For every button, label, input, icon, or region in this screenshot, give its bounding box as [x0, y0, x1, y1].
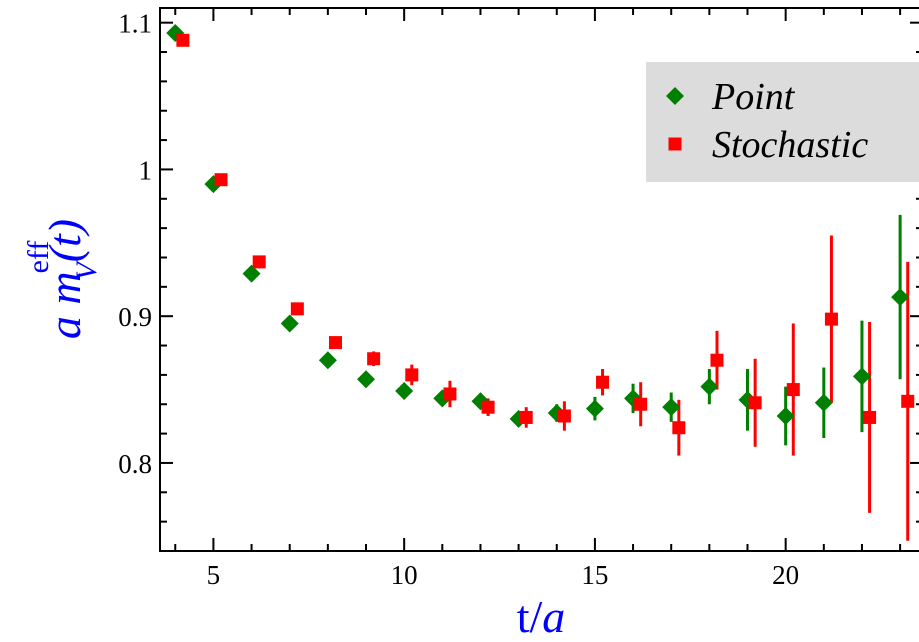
point-stochastic: [786, 383, 800, 397]
x-axis-title: t/a: [517, 591, 566, 642]
point-stochastic: [901, 394, 915, 408]
point-stochastic: [596, 375, 610, 389]
x-tick-label: 5: [207, 560, 221, 590]
point-point: [814, 393, 833, 412]
point-point: [242, 264, 261, 283]
x-tick-label: 15: [581, 560, 608, 590]
point-stochastic: [443, 387, 457, 401]
legend-label-point: Point: [711, 76, 796, 118]
point-point: [357, 370, 376, 389]
y-tick-label: 1.1: [118, 9, 152, 39]
x-tick-label: 20: [772, 560, 799, 590]
legend-label-stochastic: Stochastic: [712, 124, 868, 166]
point-point: [662, 398, 681, 417]
point-stochastic: [519, 410, 533, 424]
point-stochastic: [405, 368, 419, 382]
point-point: [585, 399, 604, 418]
point-stochastic: [481, 400, 495, 414]
point-point: [318, 351, 337, 370]
point-point: [700, 377, 719, 396]
plot-frame: [159, 7, 919, 552]
point-stochastic: [176, 33, 190, 47]
x-tick-label: 10: [391, 560, 418, 590]
point-stochastic: [252, 255, 266, 269]
point-point: [280, 314, 299, 333]
point-stochastic: [328, 336, 342, 350]
point-stochastic: [710, 353, 724, 367]
legend-marker-stochastic: [668, 137, 682, 151]
y-tick-label: 1: [139, 155, 153, 185]
point-stochastic: [214, 173, 228, 187]
point-point: [395, 382, 414, 401]
point-stochastic: [672, 421, 686, 435]
y-axis-title: a meff V(t): [22, 219, 103, 339]
point-point: [852, 367, 871, 386]
y-tick-label: 0.9: [118, 302, 152, 332]
point-stochastic: [748, 396, 762, 410]
point-stochastic: [367, 352, 381, 366]
point-stochastic: [824, 312, 838, 326]
point-stochastic: [863, 410, 877, 424]
point-stochastic: [557, 409, 571, 423]
point-stochastic: [634, 397, 648, 411]
point-point: [891, 288, 910, 307]
point-stochastic: [290, 302, 304, 316]
legend-marker-point: [666, 87, 684, 105]
y-tick-label: 0.8: [118, 449, 152, 479]
legend-box: [646, 62, 919, 182]
point-point: [776, 406, 795, 425]
